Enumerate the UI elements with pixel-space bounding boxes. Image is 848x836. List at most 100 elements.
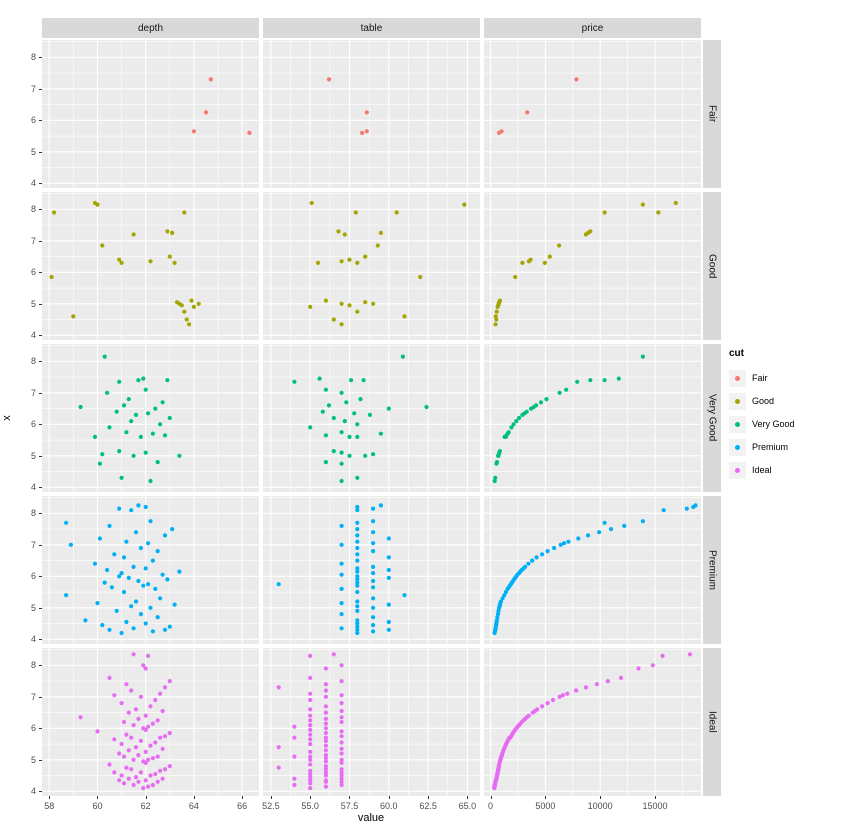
data-point (107, 675, 112, 680)
data-point (503, 589, 508, 595)
data-point (124, 619, 129, 625)
data-point (358, 397, 363, 402)
y-tick-label: 5 (30, 754, 36, 765)
data-point (492, 478, 497, 484)
data-point (165, 378, 170, 383)
data-point (107, 762, 112, 767)
data-point (547, 254, 552, 259)
facet-strip-label: Very Good (706, 394, 718, 442)
data-point (102, 354, 107, 359)
y-tick-mark (39, 120, 42, 122)
data-point (174, 300, 180, 305)
data-point (514, 419, 519, 424)
data-point (95, 729, 100, 734)
panel-background (42, 648, 259, 796)
data-point (339, 715, 344, 720)
data-point (622, 523, 627, 528)
data-point (308, 653, 313, 658)
data-point (545, 549, 550, 554)
data-point (530, 558, 535, 563)
data-point (534, 555, 539, 560)
data-point (386, 602, 391, 607)
data-point (136, 503, 141, 508)
data-point (386, 575, 391, 580)
data-point (520, 260, 525, 265)
data-point (117, 778, 122, 783)
facet-strip-label: table (360, 22, 383, 34)
data-point (105, 567, 110, 573)
data-point (292, 754, 297, 759)
x-tick-mark (654, 796, 656, 799)
data-point (493, 314, 498, 319)
data-point (342, 232, 347, 237)
data-point (119, 701, 124, 706)
data-point (162, 433, 168, 438)
data-point (276, 685, 281, 690)
data-point (525, 110, 530, 115)
legend-point-icon (735, 375, 740, 381)
data-point (360, 130, 365, 135)
data-point (355, 589, 360, 595)
data-point (133, 530, 139, 535)
data-point (150, 629, 155, 634)
panel-background (263, 648, 480, 796)
data-point (597, 530, 602, 535)
data-point (534, 403, 539, 408)
x-tick-label: 58 (44, 801, 55, 811)
panel-background (42, 496, 259, 644)
data-point (323, 773, 328, 778)
data-point (309, 200, 314, 206)
data-point (292, 782, 297, 788)
data-point (497, 130, 502, 135)
data-point (131, 757, 136, 762)
data-point (497, 298, 502, 303)
data-point (565, 691, 570, 696)
data-point (355, 580, 360, 585)
data-point (146, 582, 151, 587)
data-point (339, 693, 344, 698)
data-point (160, 776, 165, 781)
data-point (162, 685, 168, 690)
data-point (52, 210, 57, 215)
data-point (561, 541, 567, 546)
panel-background (484, 648, 701, 796)
data-point (355, 434, 360, 439)
data-point (107, 627, 112, 632)
data-point (564, 387, 569, 392)
data-point (602, 210, 607, 215)
data-point (167, 730, 172, 736)
panel-background (484, 192, 701, 340)
data-point (524, 409, 529, 414)
data-point (121, 719, 127, 725)
data-point (339, 767, 344, 772)
facet-panel-premium-depth (42, 496, 259, 644)
data-point (276, 745, 281, 750)
data-point (155, 754, 160, 759)
data-point (566, 539, 571, 544)
data-point (402, 593, 407, 598)
data-point (371, 549, 376, 554)
data-point (323, 682, 328, 687)
data-point (100, 243, 105, 248)
data-point (136, 779, 141, 784)
data-point (364, 129, 369, 134)
data-point (355, 527, 360, 532)
data-point (129, 419, 134, 424)
data-point (323, 694, 328, 699)
x-tick-mark (193, 796, 195, 799)
data-point (182, 309, 187, 314)
data-point (557, 243, 562, 248)
data-point (339, 719, 344, 725)
facet-strip-label: price (581, 22, 604, 34)
data-point (323, 764, 328, 769)
data-point (143, 713, 148, 718)
data-point (155, 779, 160, 784)
legend-point-icon (735, 444, 740, 450)
data-point (371, 541, 376, 546)
data-point (363, 300, 368, 305)
legend-label: Very Good (752, 419, 795, 429)
data-point (339, 663, 344, 668)
data-point (494, 618, 499, 623)
y-tick-mark (39, 696, 42, 698)
data-point (339, 322, 344, 327)
